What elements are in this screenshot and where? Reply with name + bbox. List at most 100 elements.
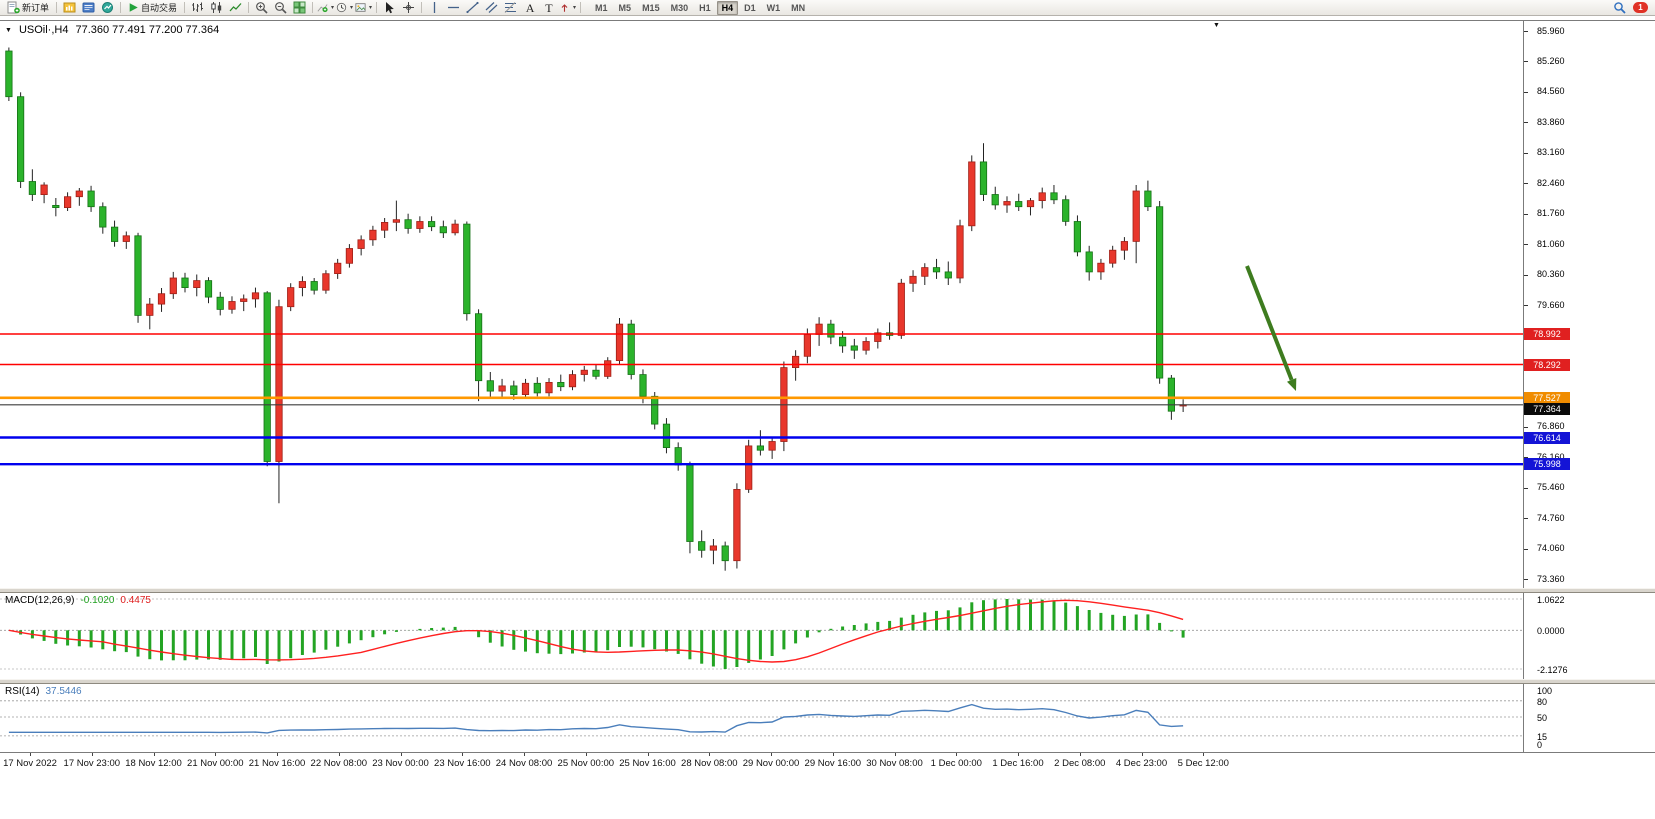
candle xyxy=(181,277,189,289)
trendline-button[interactable] xyxy=(463,0,482,15)
price-tick-label: 84.560 xyxy=(1537,86,1565,97)
tile-windows-button[interactable] xyxy=(290,0,309,15)
price-axis[interactable]: 85.960 85.260 84.560 83.860 83.160 82.460 81.7… xyxy=(1523,20,1655,752)
price-tick-label: 74.760 xyxy=(1537,512,1565,523)
candle xyxy=(991,194,999,206)
timeframe-button-m30[interactable]: M30 xyxy=(666,1,694,15)
candle xyxy=(392,219,401,223)
bar-chart-button[interactable] xyxy=(188,0,207,15)
dropdown-caret-icon: ▾ xyxy=(369,4,373,11)
candlestick-chart-button[interactable] xyxy=(207,0,226,15)
timeframe-button-mn[interactable]: MN xyxy=(786,1,810,15)
macd-name: MACD(12,26,9) xyxy=(5,595,75,606)
text-icon: A xyxy=(526,1,535,14)
macd-svg xyxy=(0,598,1523,670)
crosshair-button[interactable] xyxy=(399,0,418,15)
candle xyxy=(674,447,682,466)
new-order-icon xyxy=(7,1,20,14)
candle xyxy=(580,369,588,375)
auto-trading-button[interactable]: 自动交易 xyxy=(124,0,181,15)
timeframe-button-m1[interactable]: M1 xyxy=(590,1,613,15)
chart-shift-marker[interactable]: ▼ xyxy=(1213,22,1220,29)
candle xyxy=(627,323,635,375)
timeframe-button-d1[interactable]: D1 xyxy=(739,1,761,15)
channel-button[interactable] xyxy=(482,0,501,15)
notification-badge[interactable]: 1 xyxy=(1633,2,1648,13)
zoom-out-icon xyxy=(275,2,287,14)
timeframe-button-m5[interactable]: M5 xyxy=(614,1,637,15)
arrows-button[interactable]: ▾ xyxy=(558,0,577,15)
pane-splitter[interactable] xyxy=(0,588,1655,593)
market-watch-icon xyxy=(102,2,114,13)
candle xyxy=(157,293,166,305)
periods-button[interactable]: ▾ xyxy=(335,0,354,15)
templates-button[interactable]: ▾ xyxy=(354,0,373,15)
price-tick-mark xyxy=(1524,305,1528,306)
profiles-icon xyxy=(82,2,95,13)
rsi-axis-label: 50 xyxy=(1537,713,1548,723)
candle xyxy=(64,196,72,208)
candle xyxy=(298,281,307,288)
zoom-out-button[interactable] xyxy=(271,0,290,15)
timeframe-button-w1[interactable]: W1 xyxy=(762,1,786,15)
candle xyxy=(533,382,541,394)
rsi-pane[interactable]: RSI(14) 37.5446 xyxy=(0,684,1523,752)
new-chart-button[interactable] xyxy=(60,0,79,15)
price-tick-label: 73.360 xyxy=(1537,573,1565,584)
horizontal-line-button[interactable] xyxy=(444,0,463,15)
level-price-tag: 76.614 xyxy=(1524,431,1570,444)
time-tick-label: 29 Nov 00:00 xyxy=(742,758,800,769)
market-watch-button[interactable] xyxy=(98,0,117,15)
drawn-arrow-annotation[interactable] xyxy=(1245,265,1297,391)
text-label-button[interactable]: T xyxy=(539,0,558,15)
new-chart-icon xyxy=(63,2,76,13)
candle xyxy=(944,271,952,279)
level-price-tag: 78.292 xyxy=(1524,358,1570,371)
candle xyxy=(1050,192,1058,201)
pane-splitter[interactable] xyxy=(0,679,1655,684)
price-tick-mark xyxy=(1524,457,1528,459)
time-axis[interactable]: 17 Nov 2022 17 Nov 23:00 18 Nov 12:00 21 No… xyxy=(0,752,1655,819)
profiles-button[interactable] xyxy=(79,0,98,15)
svg-text:A: A xyxy=(526,1,535,14)
macd-axis-label: 0.0000 xyxy=(1537,626,1565,637)
time-tick-mark xyxy=(524,753,525,756)
time-tick-label: 2 Dec 08:00 xyxy=(1054,758,1106,769)
crosshair-icon xyxy=(403,2,415,13)
price-tick-label: 76.860 xyxy=(1537,421,1565,432)
macd-pane[interactable]: MACD(12,26,9) -0.1020 0.4475 xyxy=(0,593,1523,679)
price-chart-pane[interactable]: ▼ USOil·,H4 77.360 77.491 77.200 77.364 … xyxy=(0,20,1523,588)
play-icon xyxy=(129,3,138,12)
candle xyxy=(698,541,706,551)
search-button[interactable] xyxy=(1610,0,1629,15)
candle xyxy=(921,267,929,277)
candle xyxy=(111,226,119,242)
rsi-axis-label: 15 xyxy=(1537,731,1548,742)
candle xyxy=(662,423,671,449)
fibonacci-button[interactable] xyxy=(501,0,520,15)
tile-windows-icon xyxy=(293,1,306,14)
price-chart-svg xyxy=(0,47,1523,571)
candle-wicks xyxy=(8,47,1184,571)
time-tick-mark xyxy=(832,753,834,756)
price-tick-label: 75.460 xyxy=(1537,482,1565,493)
vertical-line-button[interactable] xyxy=(425,0,444,15)
new-order-button[interactable]: 新订单 xyxy=(3,0,53,15)
timeframe-button-h4[interactable]: H4 xyxy=(716,0,739,15)
timeframe-button-m15[interactable]: M15 xyxy=(637,1,665,15)
zoom-in-button[interactable] xyxy=(252,0,271,15)
time-tick-mark xyxy=(153,753,155,756)
text-button[interactable]: A xyxy=(520,0,539,15)
timeframe-button-h1[interactable]: H1 xyxy=(694,1,716,15)
bar-chart-icon xyxy=(192,2,204,12)
cursor-button[interactable] xyxy=(380,0,399,15)
level-price-tag: 78.992 xyxy=(1524,328,1570,340)
indicators-button[interactable]: ▾ xyxy=(316,0,335,15)
line-chart-button[interactable] xyxy=(226,0,245,15)
candle xyxy=(639,374,647,397)
candle xyxy=(651,395,659,425)
symbol-collapse-icon[interactable]: ▼ xyxy=(5,26,12,34)
candle xyxy=(686,464,694,542)
candle xyxy=(1062,199,1070,222)
